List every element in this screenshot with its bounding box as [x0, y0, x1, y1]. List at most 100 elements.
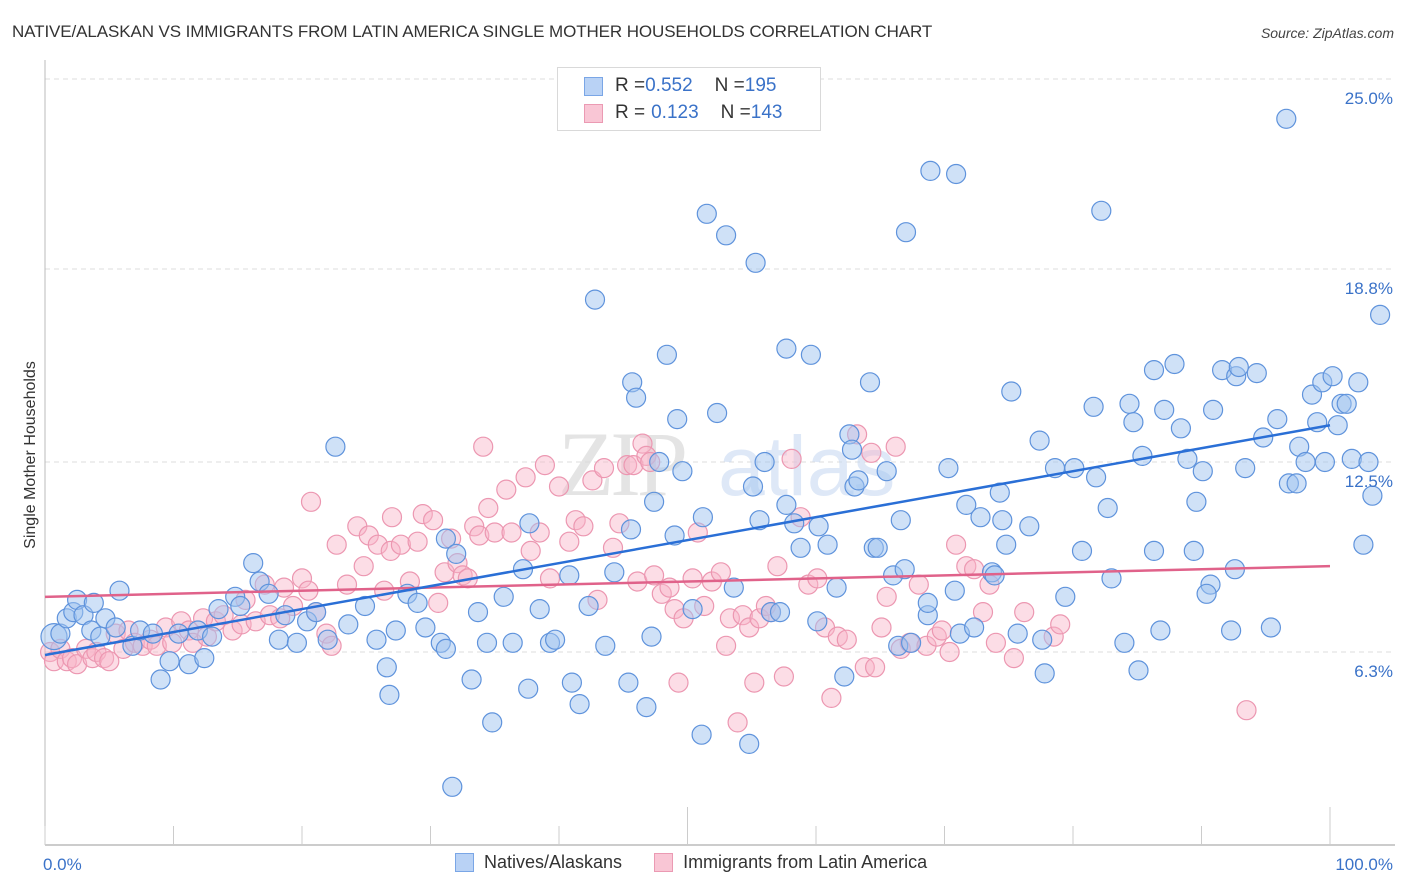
watermark-atlas: atlas — [718, 419, 895, 513]
immigrants-point — [732, 605, 753, 626]
natives-point — [696, 203, 717, 224]
legend-item-immigrants[interactable]: Immigrants from Latin America — [654, 852, 927, 873]
natives-point — [1055, 586, 1076, 607]
immigrants-point — [291, 568, 313, 589]
natives-point — [900, 632, 922, 653]
natives-point — [467, 601, 489, 623]
natives-point — [618, 672, 639, 693]
immigrants-point — [767, 556, 788, 577]
immigrants-point — [864, 657, 886, 678]
natives-point — [996, 534, 1017, 555]
immigrants-point — [428, 592, 449, 614]
immigrants-point — [353, 556, 374, 577]
natives-point — [354, 595, 376, 617]
natives-point — [1143, 540, 1165, 562]
natives-point — [559, 565, 580, 586]
natives-point — [604, 562, 625, 583]
immigrants-point — [939, 641, 960, 663]
legend-row-immigrants: R = 0.123 N = 143 — [584, 101, 782, 125]
natives-point — [1143, 360, 1165, 381]
natives-point — [286, 632, 307, 653]
natives-point — [476, 632, 498, 653]
natives-point — [1101, 568, 1122, 589]
natives-point — [945, 163, 967, 185]
natives-point — [1353, 534, 1374, 555]
natives-point — [1083, 396, 1104, 417]
natives-point — [664, 525, 685, 546]
natives-point — [867, 537, 888, 558]
natives-point — [1097, 497, 1118, 519]
natives-point — [776, 338, 797, 359]
natives-point — [338, 614, 359, 635]
natives-point — [83, 592, 104, 614]
natives-point — [920, 160, 941, 181]
r-label: R = — [615, 102, 646, 123]
natives-point — [963, 617, 985, 638]
natives-point — [584, 289, 606, 310]
natives-point — [1150, 620, 1171, 641]
natives-point — [890, 510, 911, 531]
natives-point — [894, 559, 915, 580]
natives-point — [841, 439, 863, 460]
y-axis-label: Single Mother Households — [22, 361, 39, 549]
immigrants-point — [727, 712, 748, 733]
natives-point — [944, 580, 965, 601]
immigrants-point — [496, 479, 517, 500]
immigrants-point — [908, 574, 929, 595]
natives-point — [641, 626, 662, 647]
immigrants-point — [573, 516, 594, 537]
natives-point — [1064, 458, 1085, 479]
natives-point — [1260, 617, 1282, 638]
natives-point — [1177, 448, 1198, 469]
immigrants-point — [582, 470, 603, 491]
natives-point — [807, 611, 828, 632]
immigrants-point — [548, 476, 570, 497]
natives-point — [636, 696, 657, 718]
immigrants-point — [836, 629, 857, 650]
immigrants-point — [781, 448, 802, 469]
natives-point — [578, 595, 599, 617]
natives-point — [859, 372, 881, 393]
natives-point — [776, 494, 797, 515]
y-tick-label: 12.5% — [1345, 472, 1393, 491]
immigrants-point — [854, 657, 875, 678]
natives-point — [385, 620, 406, 641]
natives-point — [518, 678, 539, 699]
natives-point — [407, 592, 428, 614]
natives-point — [1132, 445, 1153, 466]
immigrants-point — [473, 436, 494, 457]
immigrants-point — [99, 651, 120, 672]
legend-item-natives[interactable]: Natives/Alaskans — [455, 852, 622, 873]
natives-point — [1348, 372, 1369, 393]
natives-point — [706, 402, 728, 424]
natives-point — [876, 461, 897, 482]
immigrants-point — [539, 568, 561, 589]
natives-point — [208, 598, 229, 620]
immigrants-point — [668, 672, 689, 693]
natives-point — [1032, 629, 1053, 650]
immigrants-point — [381, 507, 403, 528]
natives-point — [1164, 353, 1185, 375]
natives-point — [1246, 363, 1267, 384]
natives-point — [1362, 485, 1383, 506]
natives-point — [109, 580, 130, 601]
natives-point — [742, 476, 764, 497]
natives-point — [808, 516, 829, 537]
correlation-legend: R = 0.552 N = 195 R = 0.123 N = 143 — [557, 67, 821, 131]
natives-swatch — [455, 853, 474, 872]
immigrants-point — [821, 687, 842, 709]
natives-point — [1327, 415, 1348, 436]
natives-point — [672, 461, 693, 482]
natives-point — [1186, 491, 1207, 512]
natives-point — [1322, 366, 1343, 387]
grid-lines — [45, 78, 1395, 653]
natives-point — [461, 669, 482, 690]
immigrants-point — [719, 608, 741, 629]
immigrants-point — [66, 654, 88, 675]
immigrants-point — [336, 574, 358, 595]
natives-point — [1091, 200, 1112, 221]
immigrants-point — [374, 580, 395, 601]
y-tick-label: 18.8% — [1345, 279, 1393, 298]
natives-point — [826, 577, 847, 598]
natives-point — [800, 344, 822, 365]
